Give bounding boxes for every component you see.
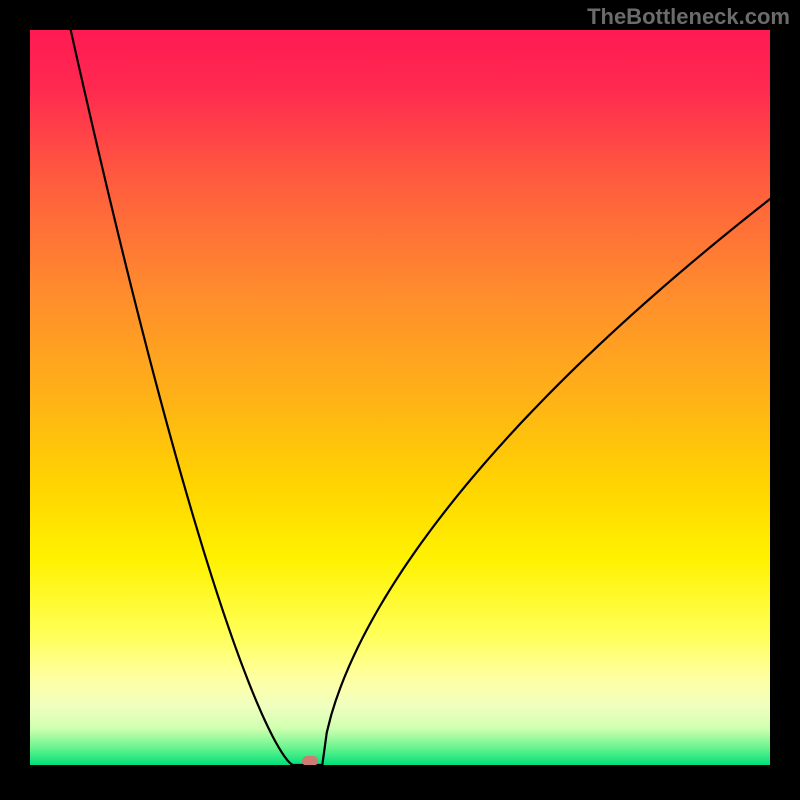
plot-area bbox=[30, 30, 770, 765]
chart-container: TheBottleneck.com bbox=[0, 0, 800, 800]
optimum-marker bbox=[302, 756, 318, 766]
bottleneck-curve bbox=[30, 30, 770, 765]
watermark-text: TheBottleneck.com bbox=[587, 4, 790, 30]
